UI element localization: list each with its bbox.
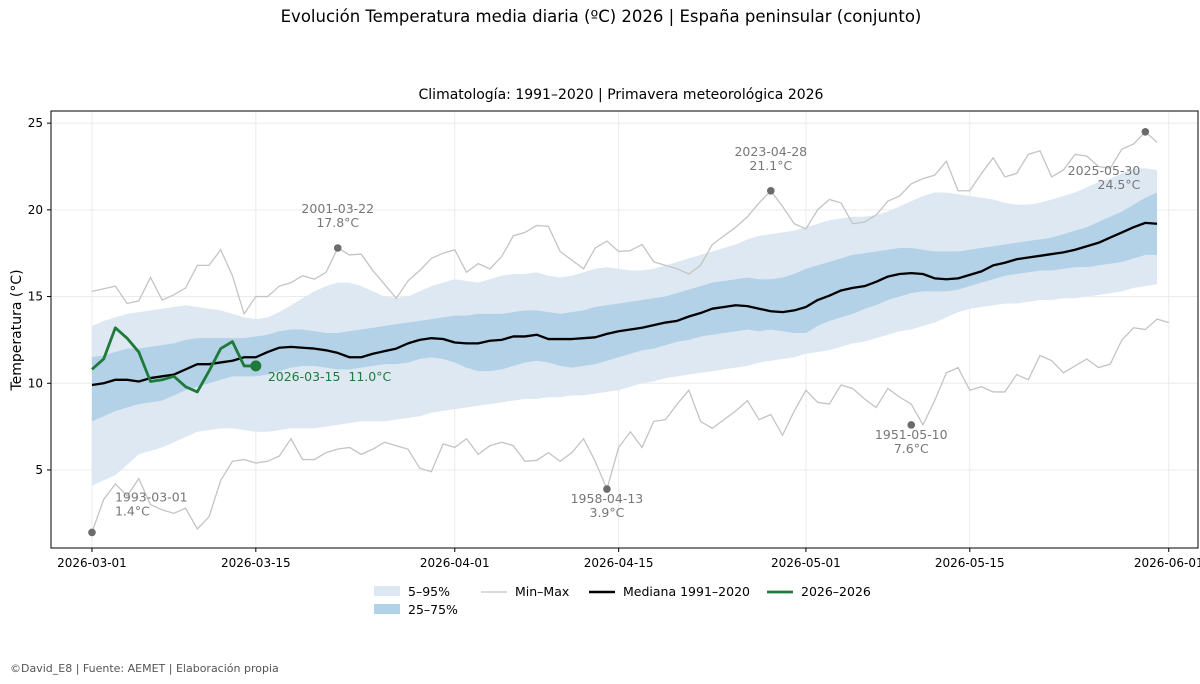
record-max-date: 2023-04-28: [734, 144, 807, 159]
record-max-value: 24.5°C: [1098, 177, 1141, 192]
current-day-label: 2026-03-15 11.0°C: [268, 369, 392, 384]
record-min-value: 1.4°C: [115, 503, 150, 518]
x-tick-label: 2026-06-01: [1134, 556, 1200, 570]
chart-subtitle: Climatología: 1991–2020 | Primavera mete…: [419, 87, 824, 103]
x-tick-label: 2026-04-15: [584, 556, 654, 570]
x-axis: 2026-03-01 2026-03-15 2026-04-01 2026-04-15…: [57, 548, 1200, 570]
legend-label-median: Mediana 1991–2020: [623, 584, 750, 599]
record-min-date: 1951-05-10: [875, 427, 948, 442]
series-median-line: [91, 221, 1158, 387]
x-tick-label: 2026-05-15: [935, 556, 1005, 570]
legend-swatch-p5-95: [374, 586, 400, 596]
x-tick-label: 2026-05-01: [771, 556, 841, 570]
plot-frame: [50, 110, 1199, 549]
footer-credit: ©David_E8 | Fuente: AEMET | Elaboración …: [10, 662, 279, 675]
lines: [91, 130, 1169, 533]
record-min-marker: [88, 528, 96, 537]
x-tick-label: 2026-04-01: [420, 556, 490, 570]
y-tick-label: 5: [35, 463, 43, 477]
record-max-value: 17.8°C: [316, 215, 359, 230]
current-day-marker: [250, 360, 262, 372]
series-current-line: [91, 326, 256, 394]
y-axis: 5 10 15 20 25: [28, 116, 51, 477]
legend-label-current: 2026–2026: [801, 584, 871, 599]
record-min-date: 1993-03-01: [115, 489, 188, 504]
record-max-marker: [333, 244, 342, 252]
x-tick-label: 2026-03-15: [221, 556, 291, 570]
record-min-date: 1958-04-13: [571, 491, 644, 506]
record-max-date: 2001-03-22: [301, 201, 374, 216]
legend-label-p25-75: 25–75%: [408, 602, 458, 617]
record-min-marker: [603, 485, 611, 493]
y-tick-label: 20: [28, 203, 43, 217]
markers: [88, 128, 1150, 537]
chart-title: Evolución Temperatura media diaria (ºC) …: [281, 7, 922, 26]
y-tick-label: 10: [28, 376, 43, 390]
legend-label-p5-95: 5–95%: [408, 584, 450, 599]
series-max-line: [91, 130, 1158, 316]
y-tick-label: 15: [28, 290, 43, 304]
record-max-value: 21.1°C: [749, 158, 792, 173]
legend-label-minmax: Min–Max: [515, 584, 569, 599]
record-min-marker: [907, 421, 916, 429]
y-tick-label: 25: [28, 116, 43, 130]
bands: [91, 168, 1158, 486]
record-min-value: 3.9°C: [590, 505, 625, 520]
x-tick-label: 2026-03-01: [57, 556, 127, 570]
record-min-value: 7.6°C: [894, 441, 929, 456]
legend-swatch-p25-75: [374, 604, 400, 614]
series-min-line: [91, 318, 1169, 533]
record-max-marker: [1141, 128, 1150, 136]
record-max-marker: [767, 186, 775, 195]
band-p25-p75: [91, 192, 1158, 422]
legend: 5–95% 25–75% Min–Max Mediana 1991–2020 2026–…: [374, 584, 871, 617]
record-max-date: 2025-05-30: [1068, 163, 1141, 178]
y-axis-label: Temperatura (°C): [9, 269, 25, 391]
